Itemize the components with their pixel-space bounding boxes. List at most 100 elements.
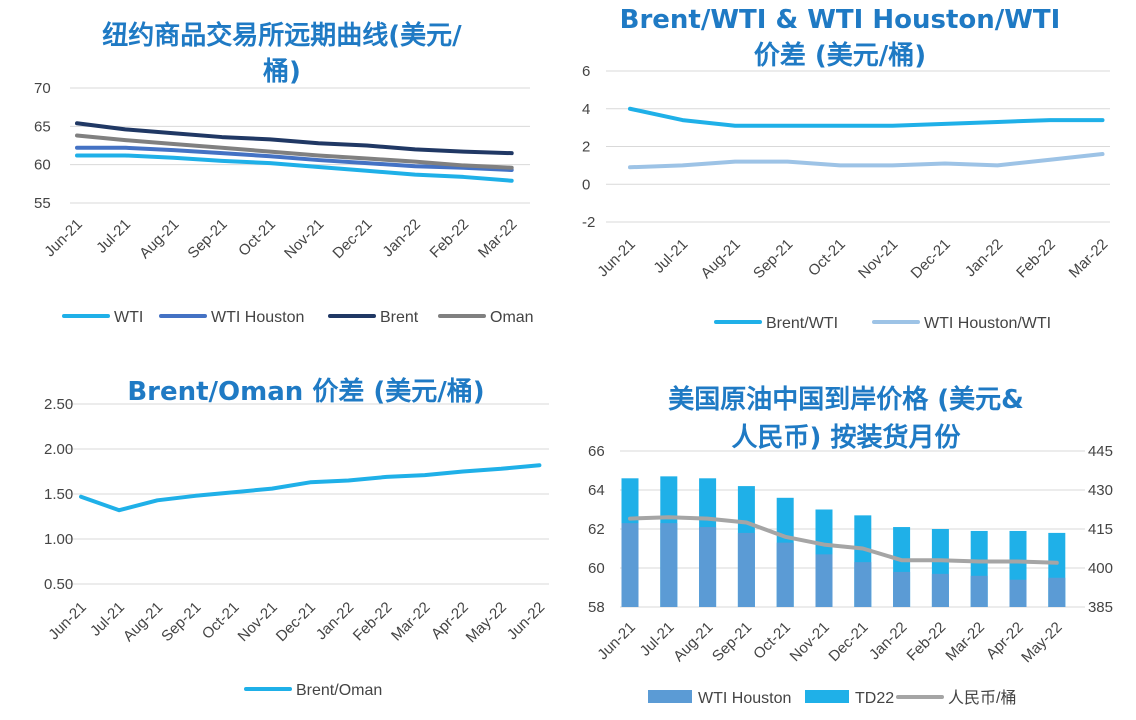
x-tick-label: Aug-21 (136, 216, 182, 262)
bar-wti-houston (1048, 577, 1066, 607)
y-tick-label: 1.00 (44, 531, 73, 548)
y-tick-label: 55 (34, 195, 51, 212)
y2-tick-label: 415 (1088, 521, 1113, 538)
legend-swatch-td22 (805, 690, 849, 703)
china-cif-price-chart: 美国原油中国到岸价格 (美元&人民币) 按装货月份 58 60 62 64 66 385 40… (588, 384, 1113, 707)
x-tick-label: Oct-21 (199, 599, 243, 643)
series-line-wti-houston-wti (628, 152, 1105, 170)
series-line-oman (75, 133, 514, 170)
y2-tick-label: 445 (1088, 443, 1113, 460)
y-tick-label: 6 (582, 63, 590, 80)
chart-title-line: 纽约商品交易所远期曲线(美元/ (102, 20, 462, 51)
y-tick-label: 60 (588, 560, 605, 577)
x-tick-label: Mar-22 (475, 216, 521, 262)
x-tick-label: Feb-22 (350, 599, 396, 645)
x-tick-label: Dec-21 (273, 599, 319, 645)
x-tick-label: Jul-21 (93, 216, 134, 257)
chart-title-line: 价差 (美元/桶) (754, 40, 926, 71)
x-tick-label: Jan-22 (866, 619, 910, 663)
x-tick-label: Dec-21 (329, 216, 375, 262)
y-tick-label: 70 (34, 80, 51, 97)
y2-tick-label: 430 (1088, 482, 1113, 499)
y-tick-label: 62 (588, 521, 605, 538)
forward-curve-chart: 纽约商品交易所远期曲线(美元/桶) 55 60 65 70 Jun-21 Jul-21 Aug… (34, 20, 534, 326)
bar-wti-houston (699, 527, 717, 607)
y2-tick-label: 400 (1088, 560, 1113, 577)
x-tick-label: Dec-21 (825, 619, 871, 665)
x-tick-label: Nov-21 (281, 216, 327, 262)
x-tick-label: May-22 (1018, 619, 1065, 666)
legend-label-wti-houston: WTI Houston (211, 309, 304, 326)
legend-label-td22: TD22 (855, 690, 894, 707)
x-tick-label: Nov-21 (855, 236, 901, 282)
legend-label-brent-wti: Brent/WTI (766, 315, 838, 332)
legend-label-brent: Brent (380, 309, 419, 326)
series-line-brent-wti (628, 106, 1105, 128)
bar-wti-houston (737, 532, 755, 607)
brent-wti-spread-panel: Brent/WTI & WTI Houston/WTI 价差 (美元/桶) -2 0 2… (568, 0, 1136, 360)
chart-title-line: 人民币) 按装货月份 (732, 422, 961, 453)
x-tick-label: Feb-22 (1013, 236, 1059, 282)
legend-label-wti-houston-wti: WTI Houston/WTI (924, 315, 1051, 332)
brent-oman-spread-chart: Brent/Oman 价差 (美元/桶) 0.50 1.00 1.50 2.00 2.50… (44, 376, 549, 699)
y-tick-label: 4 (582, 101, 590, 118)
x-tick-label: Feb-22 (427, 216, 473, 262)
series-line-brent-oman (79, 463, 542, 513)
legend-swatch-wti-houston (648, 690, 692, 703)
bar-wti-houston (893, 571, 911, 607)
chart-title-line: Brent/WTI & WTI Houston/WTI (620, 5, 1061, 35)
y-tick-label: 64 (588, 482, 605, 499)
forward-curve-panel: 纽约商品交易所远期曲线(美元/桶) 55 60 65 70 Jun-21 Jul-21 Aug… (0, 0, 568, 360)
bar-wti-houston (660, 523, 678, 607)
x-tick-label: Dec-21 (908, 236, 954, 282)
x-tick-label: Sep-21 (158, 599, 204, 645)
series-line-brent (75, 121, 514, 156)
x-tick-label: Feb-22 (904, 619, 950, 665)
bar-wti-houston (815, 554, 833, 607)
x-tick-label: May-22 (463, 599, 510, 646)
x-tick-label: Oct-21 (805, 236, 849, 280)
x-tick-label: Aug-21 (120, 599, 166, 645)
x-tick-label: Jun-21 (594, 619, 638, 663)
y-tick-label: 2.50 (44, 396, 73, 413)
brent-oman-spread-panel: Brent/Oman 价差 (美元/桶) 0.50 1.00 1.50 2.00 2.50… (0, 360, 568, 720)
x-tick-label: Sep-21 (709, 619, 755, 665)
y-tick-label: 65 (34, 118, 51, 135)
x-tick-label: Jun-21 (594, 236, 638, 280)
x-tick-label: Sep-21 (750, 236, 796, 282)
bar-wti-houston (931, 573, 949, 607)
x-tick-label: Jan-22 (379, 216, 423, 260)
y-tick-label: 0 (582, 176, 590, 193)
bar-wti-houston (970, 575, 988, 607)
x-tick-label: Mar-22 (942, 619, 988, 665)
x-tick-label: Jan-22 (313, 599, 357, 643)
x-tick-label: Oct-21 (235, 216, 279, 260)
y-tick-label: 0.50 (44, 576, 73, 593)
bar-wti-houston (621, 523, 639, 607)
brent-wti-spread-chart: Brent/WTI & WTI Houston/WTI 价差 (美元/桶) -2 0 2… (582, 5, 1112, 332)
x-tick-label: Jun-21 (45, 599, 89, 643)
y-tick-label: 2 (582, 139, 590, 156)
x-tick-label: Jul-21 (650, 236, 691, 277)
y-tick-label: 60 (34, 157, 51, 174)
bar-wti-houston (854, 562, 872, 607)
x-tick-label: Mar-22 (1066, 236, 1112, 282)
bar-wti-houston (776, 542, 794, 607)
bar-wti-houston (1009, 579, 1027, 607)
x-tick-label: Oct-21 (750, 619, 794, 663)
series-line-series (628, 515, 1059, 565)
x-tick-label: Jan-22 (962, 236, 1006, 280)
legend-label-oman: Oman (490, 309, 534, 326)
x-tick-label: Aug-21 (698, 236, 744, 282)
y-tick-label: 2.00 (44, 441, 73, 458)
china-cif-price-panel: 美国原油中国到岸价格 (美元& 人民币) 按装货月份 58 60 62 64 66 385 40… (568, 360, 1136, 720)
y-tick-label: 58 (588, 599, 605, 616)
legend-label-wti: WTI (114, 309, 143, 326)
y-tick-label: 1.50 (44, 486, 73, 503)
y-tick-label: 66 (588, 443, 605, 460)
y2-tick-label: 385 (1088, 599, 1113, 616)
chart-title-line: 美国原油中国到岸价格 (美元& (668, 384, 1024, 415)
x-tick-label: Aug-21 (670, 619, 716, 665)
chart-title-line: 桶) (263, 56, 301, 87)
legend-label-series: 人民币/桶 (948, 689, 1016, 707)
